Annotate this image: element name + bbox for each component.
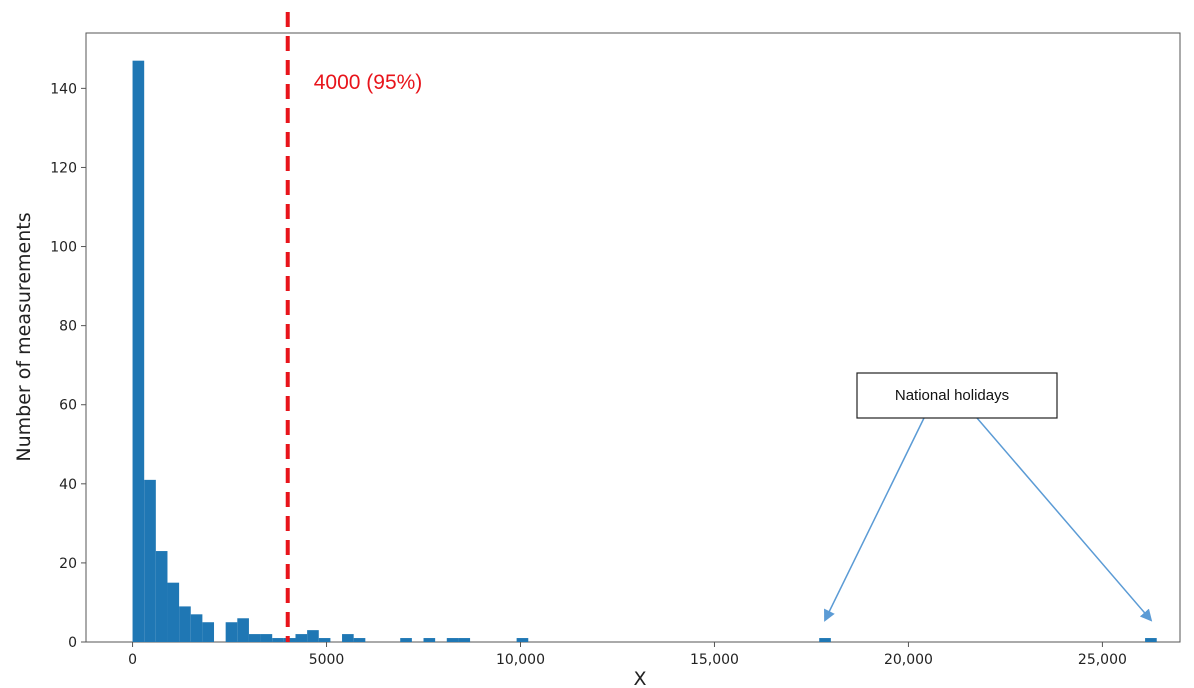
y-tick-label: 20	[59, 556, 77, 572]
y-tick-label: 100	[50, 240, 77, 256]
histogram-bar	[342, 634, 354, 642]
y-tick-label: 80	[59, 319, 77, 335]
histogram-bar	[295, 634, 308, 642]
histogram-bar	[400, 638, 412, 642]
histogram-bar	[272, 638, 284, 642]
y-tick-label: 120	[50, 160, 77, 176]
histogram-bar	[516, 638, 529, 642]
y-tick-label: 60	[59, 398, 77, 414]
x-tick-label: 15,000	[690, 652, 739, 668]
y-tick-label: 0	[68, 635, 77, 651]
x-tick-label: 5000	[309, 652, 345, 668]
y-tick-label: 140	[50, 81, 77, 97]
histogram-bars	[132, 60, 1157, 643]
histogram-bar	[1145, 638, 1157, 642]
annotation: National holidays	[824, 372, 1153, 622]
histogram-bar	[132, 60, 145, 643]
histogram-bar	[353, 638, 366, 642]
y-axis-label: Number of measurements	[13, 212, 35, 461]
x-tick-label: 0	[128, 652, 137, 668]
histogram-bar	[155, 551, 168, 642]
histogram-bar	[225, 622, 238, 642]
histogram-bar	[260, 634, 273, 642]
histogram-bar	[318, 638, 331, 642]
histogram-bar	[190, 614, 203, 642]
plot-area	[85, 32, 1181, 643]
x-tick-label: 10,000	[496, 652, 545, 668]
histogram-bar	[167, 582, 180, 642]
x-axis-label: X	[633, 668, 646, 688]
x-axis-ticks: 0 5000 10,000 15,000 20,000 25,000	[128, 642, 1127, 668]
histogram-bar	[423, 638, 436, 642]
histogram-bar	[202, 622, 215, 642]
histogram-bar	[458, 638, 471, 642]
x-tick-label: 25,000	[1078, 652, 1127, 668]
annotation-arrow-left	[824, 417, 925, 622]
x-tick-label: 20,000	[884, 652, 933, 668]
annotation-label: National holidays	[895, 387, 1009, 404]
y-tick-label: 40	[59, 477, 77, 493]
histogram-bar	[144, 479, 156, 642]
histogram-bar	[179, 606, 191, 642]
threshold-label: 4000 (95%)	[314, 71, 423, 94]
annotation-arrow-right	[976, 417, 1153, 622]
histogram-bar	[307, 630, 319, 642]
histogram-bar	[248, 634, 261, 642]
histogram-bar	[819, 638, 831, 642]
histogram-bar	[446, 638, 459, 642]
histogram-bar	[237, 618, 249, 642]
annotation-box	[856, 372, 1058, 419]
y-axis-ticks: 0 20 40 60 80 100 120 140	[50, 81, 86, 651]
